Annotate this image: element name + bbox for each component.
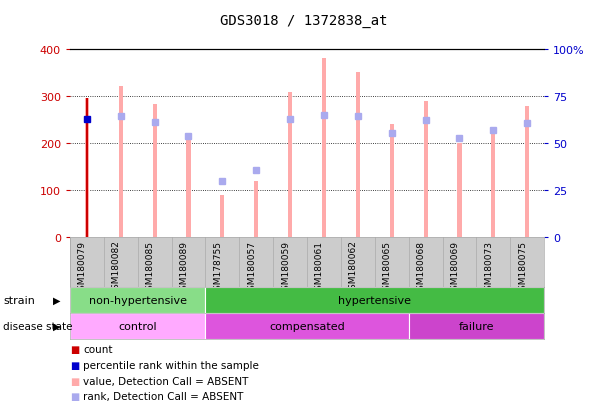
Bar bbox=[206, 313, 409, 339]
Bar bbox=[525, 107, 529, 237]
Text: ▶: ▶ bbox=[53, 295, 60, 305]
Bar bbox=[322, 59, 326, 237]
Bar bbox=[70, 287, 206, 313]
Text: GDS3018 / 1372838_at: GDS3018 / 1372838_at bbox=[220, 14, 388, 28]
Bar bbox=[254, 181, 258, 237]
Text: GSM180059: GSM180059 bbox=[281, 240, 290, 295]
Text: disease state: disease state bbox=[3, 321, 72, 331]
Text: GSM180082: GSM180082 bbox=[112, 240, 121, 295]
Text: ■: ■ bbox=[70, 376, 79, 386]
Text: GSM180089: GSM180089 bbox=[179, 240, 188, 295]
Text: GSM180069: GSM180069 bbox=[451, 240, 460, 295]
Bar bbox=[288, 93, 292, 237]
Text: non-hypertensive: non-hypertensive bbox=[89, 295, 187, 305]
Text: GSM180061: GSM180061 bbox=[315, 240, 324, 295]
Text: rank, Detection Call = ABSENT: rank, Detection Call = ABSENT bbox=[83, 392, 244, 401]
Bar bbox=[187, 133, 190, 237]
Text: GSM180068: GSM180068 bbox=[416, 240, 426, 295]
Text: GSM180057: GSM180057 bbox=[247, 240, 256, 295]
Bar bbox=[424, 102, 427, 237]
Text: GSM180085: GSM180085 bbox=[145, 240, 154, 295]
Text: GSM178755: GSM178755 bbox=[213, 240, 223, 295]
Text: hypertensive: hypertensive bbox=[338, 295, 411, 305]
Text: count: count bbox=[83, 344, 113, 354]
Text: GSM180065: GSM180065 bbox=[382, 240, 392, 295]
Text: ■: ■ bbox=[70, 344, 79, 354]
Bar bbox=[153, 104, 157, 237]
Bar bbox=[86, 99, 88, 237]
Bar bbox=[119, 87, 123, 237]
Bar bbox=[70, 313, 206, 339]
Bar bbox=[220, 195, 224, 237]
Text: GSM180062: GSM180062 bbox=[349, 240, 358, 295]
Text: ■: ■ bbox=[70, 360, 79, 370]
Text: compensated: compensated bbox=[269, 321, 345, 331]
Text: GSM180079: GSM180079 bbox=[78, 240, 87, 295]
Bar bbox=[85, 99, 89, 237]
Text: failure: failure bbox=[458, 321, 494, 331]
Bar bbox=[356, 73, 360, 237]
Bar bbox=[491, 128, 496, 237]
Text: value, Detection Call = ABSENT: value, Detection Call = ABSENT bbox=[83, 376, 249, 386]
Text: GSM180075: GSM180075 bbox=[518, 240, 527, 295]
Bar bbox=[390, 125, 394, 237]
Text: ■: ■ bbox=[70, 392, 79, 401]
Text: ▶: ▶ bbox=[53, 321, 60, 331]
Text: GSM180073: GSM180073 bbox=[485, 240, 493, 295]
Text: control: control bbox=[119, 321, 157, 331]
Text: percentile rank within the sample: percentile rank within the sample bbox=[83, 360, 259, 370]
Bar bbox=[457, 144, 461, 237]
Text: strain: strain bbox=[3, 295, 35, 305]
Bar bbox=[409, 313, 544, 339]
Bar bbox=[206, 287, 544, 313]
